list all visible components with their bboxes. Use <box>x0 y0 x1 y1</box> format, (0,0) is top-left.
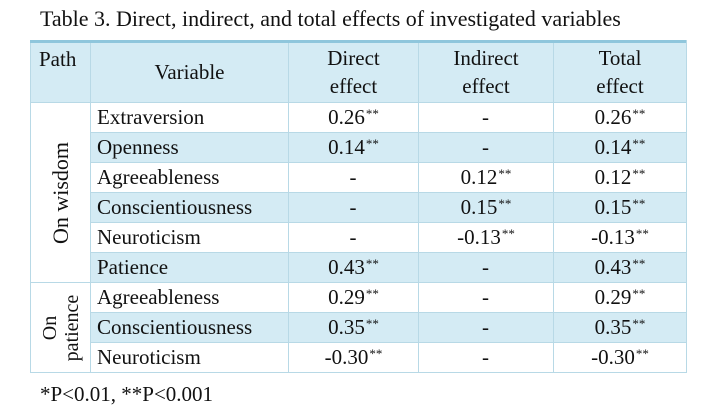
header-variable: Variable <box>90 40 289 103</box>
table-row: On patience Agreeableness 0.29** - 0.29** <box>30 282 687 373</box>
direct-cell: 0.26** <box>288 102 419 133</box>
table-row: Neuroticism - -0.13** -0.13** <box>31 222 687 253</box>
total-cell: 0.26** <box>553 102 687 133</box>
table-row: Conscientiousness 0.35** - 0.35** <box>31 312 687 343</box>
indirect-cell: - <box>418 342 554 373</box>
total-cell: 0.43** <box>553 252 687 283</box>
indirect-cell: - <box>418 312 554 343</box>
direct-cell: 0.29** <box>288 282 419 313</box>
header-direct-effect: Direct effect <box>288 40 419 103</box>
direct-cell: 0.14** <box>288 132 419 163</box>
table-row: Conscientiousness - 0.15** 0.15** <box>31 192 687 223</box>
top-rule <box>30 40 686 43</box>
group-label-patience: On patience <box>38 294 83 361</box>
variable-cell: Neuroticism <box>90 222 289 253</box>
total-cell: -0.13** <box>553 222 687 253</box>
total-cell: 0.12** <box>553 162 687 193</box>
variable-cell: Openness <box>90 132 289 163</box>
indirect-cell: 0.15** <box>418 192 554 223</box>
effects-table: Path Variable Direct effect Indirect effec… <box>30 40 687 373</box>
total-cell: 0.29** <box>553 282 687 313</box>
header-total-effect: Total effect <box>553 40 687 103</box>
direct-cell: -0.30** <box>288 342 419 373</box>
variable-cell: Agreeableness <box>90 162 289 193</box>
table-row: Openness 0.14** - 0.14** <box>31 132 687 163</box>
table-row: On wisdom Extraversion 0.26** - 0.26** <box>30 102 687 283</box>
direct-cell: 0.35** <box>288 312 419 343</box>
table-caption: Table 3. Direct, indirect, and total eff… <box>40 6 621 31</box>
header-direct-line1: Direct <box>327 45 380 70</box>
group-label-wisdom: On wisdom <box>47 141 73 244</box>
total-cell: -0.30** <box>553 342 687 373</box>
table-row: Agreeableness - 0.12** 0.12** <box>31 162 687 193</box>
header-path: Path <box>30 40 91 103</box>
direct-cell: 0.43** <box>288 252 419 283</box>
indirect-cell: - <box>418 102 554 133</box>
variable-cell: Conscientiousness <box>90 192 289 223</box>
total-cell: 0.35** <box>553 312 687 343</box>
indirect-cell: - <box>418 132 554 163</box>
variable-cell: Extraversion <box>90 102 289 133</box>
header-total-line1: Total <box>598 45 642 70</box>
variable-cell: Neuroticism <box>90 342 289 373</box>
table-row: Neuroticism -0.30** - -0.30** <box>31 342 687 373</box>
table-row: Patience 0.43** - 0.43** <box>31 252 687 283</box>
header-total-line2: effect <box>596 73 644 98</box>
direct-cell: - <box>288 192 419 223</box>
variable-cell: Agreeableness <box>90 282 289 313</box>
header-indirect-line1: Indirect <box>453 45 519 70</box>
header-direct-line2: effect <box>329 73 378 98</box>
direct-cell: - <box>288 162 419 193</box>
total-cell: 0.15** <box>553 192 687 223</box>
indirect-cell: -0.13** <box>418 222 554 253</box>
group-on-patience: On patience <box>30 282 91 373</box>
header-indirect-effect: Indirect effect <box>418 40 554 103</box>
direct-cell: - <box>288 222 419 253</box>
table-footnote: *P<0.01, **P<0.001 <box>40 382 214 406</box>
variable-cell: Conscientiousness <box>90 312 289 343</box>
indirect-cell: - <box>418 282 554 313</box>
header-indirect-line2: effect <box>462 73 510 98</box>
total-cell: 0.14** <box>553 132 687 163</box>
indirect-cell: 0.12** <box>418 162 554 193</box>
variable-cell: Patience <box>90 252 289 283</box>
group-on-wisdom: On wisdom <box>30 102 91 283</box>
indirect-cell: - <box>418 252 554 283</box>
header-row: Path Variable Direct effect Indirect effec… <box>30 40 687 103</box>
